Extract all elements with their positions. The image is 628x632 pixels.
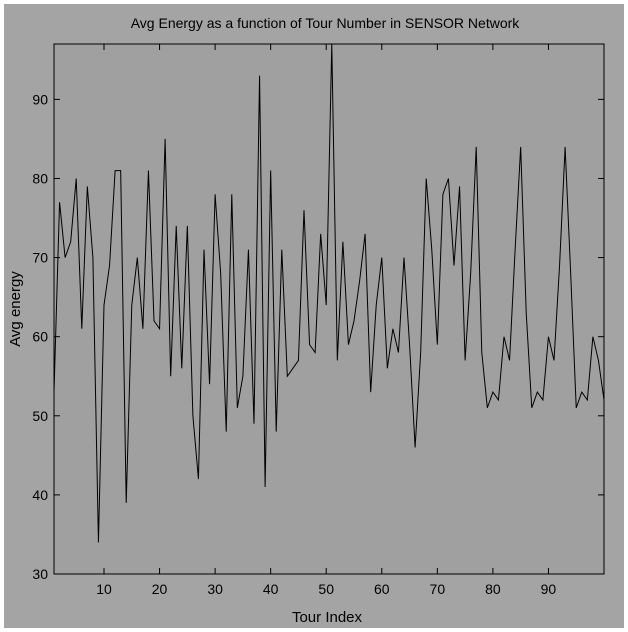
y-tick-label: 30 [32,566,48,582]
plot-area [53,43,605,575]
chart-title: Avg Energy as a function of Tour Number … [131,15,521,31]
series-line [53,43,605,543]
y-tick-label: 90 [32,91,48,107]
x-tick-label: 30 [207,581,223,597]
y-tick-label: 70 [32,250,48,266]
y-tick-label: 80 [32,170,48,186]
series-layer [53,43,605,543]
x-tick-label: 20 [152,581,168,597]
y-axis-label: Avg energy [7,271,24,347]
x-tick-label: 60 [374,581,390,597]
x-tick-label: 70 [430,581,446,597]
x-axis-label: Tour Index [292,609,363,626]
tick-labels: 10 20 30 40 50 60 70 80 90 30 40 50 60 70 80 90 [32,91,556,597]
x-tick-label: 50 [318,581,334,597]
axis-ticks [54,44,604,575]
x-tick-label: 80 [485,581,501,597]
x-tick-label: 40 [263,581,279,597]
y-tick-label: 50 [32,408,48,424]
x-tick-label: 10 [96,581,112,597]
y-tick-label: 40 [32,487,48,503]
y-tick-label: 60 [32,329,48,345]
x-tick-label: 90 [541,581,557,597]
